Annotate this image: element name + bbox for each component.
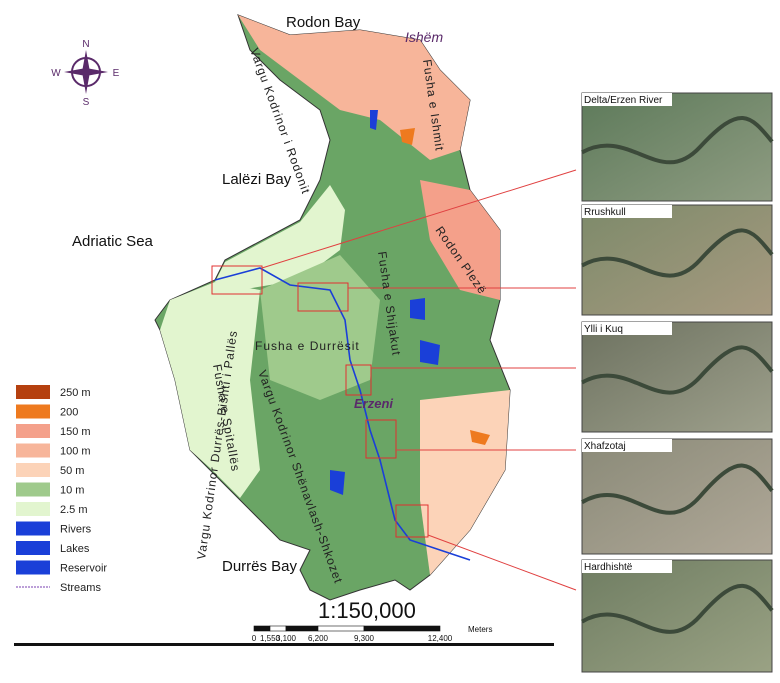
legend: 250 m 200 150 m 100 m 50 m 10 m 2.5 m Rivers Lak…	[16, 385, 107, 594]
plain-low	[215, 185, 345, 290]
scale-tick: 0	[252, 634, 257, 643]
legend-label: 10 m	[60, 485, 84, 497]
scale-tick: 3,100	[276, 634, 297, 643]
plain-low	[160, 282, 260, 498]
legend-label: 50 m	[60, 465, 84, 477]
arrow	[427, 534, 577, 591]
photo-river	[580, 463, 774, 515]
divider	[14, 643, 554, 646]
legend-swatch	[16, 502, 50, 516]
photo-column: Delta/Erzen River Rrushkull Ylli i Kuq Xhaf…	[580, 92, 774, 673]
site-box	[297, 282, 349, 312]
photo-river	[581, 345, 774, 395]
lake	[330, 110, 440, 495]
legend-swatch	[16, 482, 50, 497]
map-area	[154, 14, 577, 601]
region-label: Fusha e Durrësit	[255, 339, 360, 353]
site-box	[211, 265, 263, 295]
legend-label: 100 m	[60, 446, 91, 458]
plain-mid	[260, 255, 380, 400]
photo-caption-bg	[582, 322, 672, 335]
legend-label: Streams	[60, 582, 101, 594]
legend-label: 200	[60, 407, 78, 419]
scale-segment	[269, 625, 287, 632]
legend-swatch	[16, 541, 50, 555]
legend-swatch	[16, 463, 50, 477]
scale-segment	[317, 625, 365, 632]
place-label: Rodon Bay	[286, 14, 361, 31]
legend-label: 2.5 m	[60, 504, 88, 516]
scale-segment	[285, 625, 319, 632]
compass-e: E	[113, 68, 120, 79]
arrow	[261, 169, 577, 269]
photo-caption: Xhafzotaj	[584, 441, 626, 452]
hills	[238, 15, 470, 160]
legend-swatch	[16, 424, 50, 438]
compass-star	[64, 50, 108, 94]
scale-segment	[253, 625, 271, 632]
legend-label: Rivers	[60, 524, 92, 536]
legend-label: Lakes	[60, 543, 90, 555]
photo-river	[580, 583, 774, 634]
legend-label: Reservoir	[60, 563, 107, 575]
arrows	[261, 169, 577, 591]
scale-tick: 12,400	[428, 634, 453, 643]
place-label: Erzeni	[354, 396, 393, 411]
site-box	[365, 419, 397, 459]
legend-label: 250 m	[60, 387, 91, 399]
scale-segment	[363, 625, 441, 632]
scale-tick: 6,200	[308, 634, 329, 643]
legend-label: 150 m	[60, 426, 91, 438]
photo-caption: Delta/Erzen River	[584, 95, 663, 106]
place-label: Lalëzi Bay	[222, 171, 292, 188]
legend-swatch	[16, 560, 50, 575]
scale-tick: 1,550	[260, 634, 281, 643]
compass-w: W	[51, 68, 61, 79]
legend-swatch	[16, 404, 50, 419]
site-box	[395, 504, 429, 538]
compass: N S E W	[51, 39, 119, 108]
place-label: Durrës Bay	[222, 558, 298, 575]
compass-s: S	[83, 97, 90, 108]
scale-ratio: 1:150,000	[318, 598, 416, 623]
photo-caption: Hardhishtë	[584, 562, 633, 573]
hills	[420, 180, 500, 300]
legend-swatch	[16, 385, 50, 399]
photo-caption-bg	[582, 439, 672, 452]
legend-swatch	[16, 443, 50, 458]
scale-tick: 9,300	[354, 634, 375, 643]
photo-caption: Rrushkull	[584, 207, 626, 218]
place-label: Ishëm	[405, 29, 443, 45]
photo-caption-bg	[582, 93, 672, 106]
photo-caption: Ylli i Kuq	[584, 324, 623, 335]
site-box	[345, 364, 372, 396]
photo-river	[581, 116, 774, 165]
photo-caption-bg	[582, 560, 672, 573]
photo-caption-bg	[582, 205, 672, 218]
scale-unit: Meters	[468, 625, 492, 634]
compass-n: N	[82, 39, 89, 50]
photo-river	[581, 228, 774, 278]
legend-swatch	[16, 521, 50, 536]
place-label: Adriatic Sea	[72, 233, 154, 250]
